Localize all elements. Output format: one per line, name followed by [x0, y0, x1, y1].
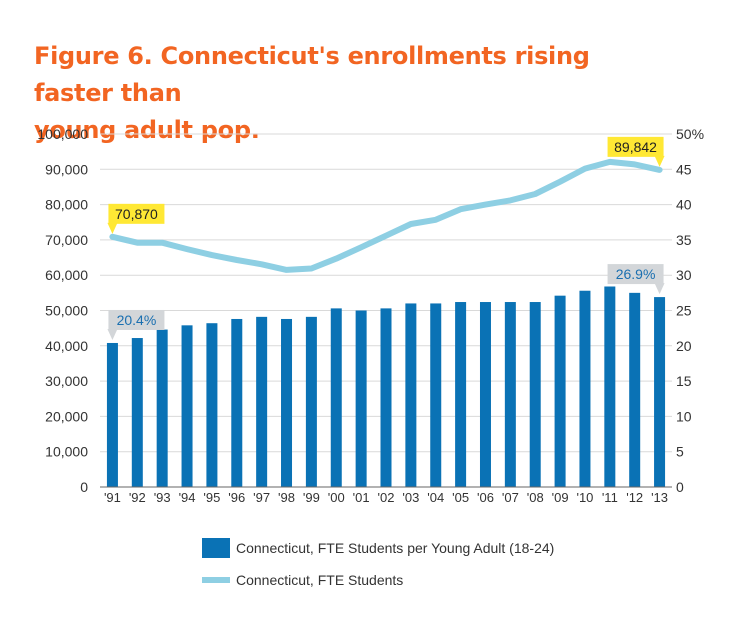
x-tick-label: '96 [228, 490, 245, 505]
bar [281, 318, 293, 487]
chart-title: Figure 6. Connecticut's enrollments risi… [34, 38, 674, 149]
y-left-tick-label: 50,000 [45, 303, 88, 319]
bar [629, 292, 641, 487]
y-right-tick-label: 40 [676, 197, 692, 213]
y-right-tick-label: 5 [676, 444, 684, 460]
callout-label: 70,870 [115, 206, 158, 222]
x-tick-label: '99 [303, 490, 320, 505]
bar [529, 302, 541, 487]
y-left-tick-label: 90,000 [45, 161, 88, 177]
y-left-tick-label: 70,000 [45, 232, 88, 248]
y-left-tick-label: 60,000 [45, 267, 88, 283]
callout-box [108, 203, 165, 224]
x-tick-label: '93 [154, 490, 171, 505]
callout-pointer [654, 283, 665, 295]
x-tick-label: '08 [527, 490, 544, 505]
callout-pointer [107, 328, 118, 340]
bar [455, 302, 467, 487]
callout-box [607, 136, 664, 157]
legend-label-line: Connecticut, FTE Students [236, 572, 404, 588]
bar [504, 302, 516, 487]
bar [604, 286, 616, 487]
bar [430, 303, 442, 487]
x-tick-label: '07 [502, 490, 519, 505]
y-right-tick-label: 30 [676, 267, 692, 283]
x-tick-label: '04 [427, 490, 444, 505]
legend-item-bars: Connecticut, FTE Students per Young Adul… [202, 538, 554, 558]
x-tick-label: '94 [179, 490, 196, 505]
bar [156, 329, 168, 487]
callout-pointer [654, 155, 665, 167]
callout-box [607, 264, 664, 285]
x-tick-label: '95 [203, 490, 220, 505]
y-right-tick-label: 35 [676, 232, 692, 248]
bar [330, 308, 342, 487]
y-right-tick-label: 50% [676, 126, 704, 142]
y-left-tick-label: 20,000 [45, 408, 88, 424]
bar [405, 303, 417, 487]
x-tick-label: '97 [253, 490, 270, 505]
bar [305, 316, 317, 487]
bar [106, 342, 118, 487]
x-tick-label: '02 [378, 490, 395, 505]
callout-label: 20.4% [117, 312, 157, 328]
chart-title-line-2: young adult pop. [34, 116, 260, 144]
y-right-tick-label: 15 [676, 373, 692, 389]
legend-item-line: Connecticut, FTE Students [202, 570, 554, 590]
x-tick-label: '98 [278, 490, 295, 505]
legend-swatch-line [202, 577, 230, 583]
x-tick-label: '05 [452, 490, 469, 505]
x-tick-label: '91 [104, 490, 121, 505]
y-left-tick-label: 100,000 [37, 126, 88, 142]
x-tick-label: '10 [576, 490, 593, 505]
bar [131, 338, 143, 487]
legend-label-bars: Connecticut, FTE Students per Young Adul… [236, 540, 555, 556]
y-right-tick-label: 20 [676, 338, 692, 354]
y-right-tick-label: 0 [676, 479, 684, 495]
y-left-tick-label: 10,000 [45, 444, 88, 460]
x-tick-label: '92 [129, 490, 146, 505]
x-tick-label: '12 [626, 490, 643, 505]
x-tick-label: '11 [602, 490, 618, 505]
bar [355, 310, 367, 487]
bar [479, 302, 491, 487]
bar [554, 295, 566, 487]
y-left-tick-label: 30,000 [45, 373, 88, 389]
y-left-tick-label: 0 [80, 479, 88, 495]
callout-label: 26.9% [616, 266, 656, 282]
bar [231, 318, 243, 487]
legend: Connecticut, FTE Students per Young Adul… [202, 538, 554, 602]
y-right-tick-label: 10 [676, 408, 692, 424]
x-tick-label: '03 [402, 490, 419, 505]
bar [256, 316, 268, 487]
series-line [109, 158, 663, 273]
chart-title-line-1: Figure 6. Connecticut's enrollments risi… [34, 42, 590, 107]
y-right-tick-label: 25 [676, 303, 692, 319]
y-left-tick-label: 40,000 [45, 338, 88, 354]
y-left-tick-label: 80,000 [45, 197, 88, 213]
y-right-tick-label: 45 [676, 161, 692, 177]
bar [206, 323, 218, 487]
x-tick-label: '06 [477, 490, 494, 505]
callout-label: 89,842 [614, 139, 657, 155]
callout-box [108, 309, 165, 330]
bar [181, 325, 193, 487]
bar [654, 297, 666, 487]
legend-swatch-bar [202, 538, 230, 558]
callout-pointer [107, 222, 118, 234]
x-tick-label: '01 [353, 490, 370, 505]
bar [579, 290, 591, 487]
x-tick-label: '09 [552, 490, 569, 505]
x-tick-label: '13 [651, 490, 668, 505]
x-tick-label: '00 [328, 490, 345, 505]
bar [380, 308, 392, 487]
